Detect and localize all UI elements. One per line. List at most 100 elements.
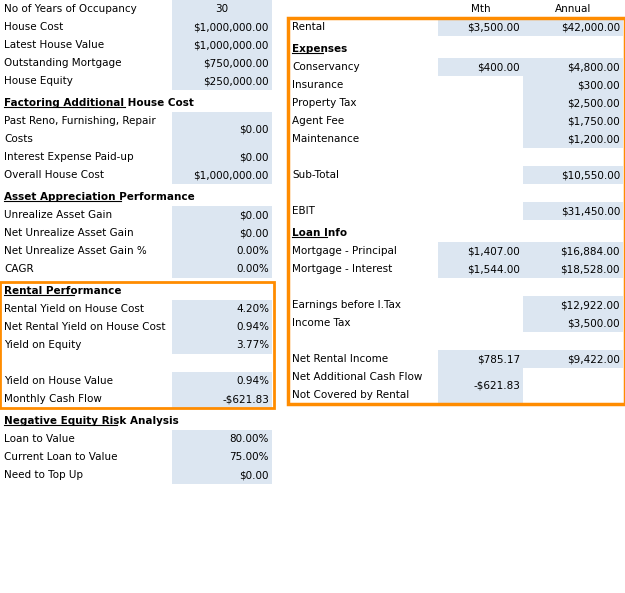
Text: Rental Yield on House Cost: Rental Yield on House Cost: [4, 304, 144, 314]
Text: Agent Fee: Agent Fee: [292, 116, 344, 126]
FancyBboxPatch shape: [172, 336, 272, 354]
Text: Net Unrealize Asset Gain %: Net Unrealize Asset Gain %: [4, 246, 147, 256]
Text: $1,000,000.00: $1,000,000.00: [194, 170, 269, 180]
FancyBboxPatch shape: [438, 242, 523, 260]
Text: $0.00: $0.00: [239, 210, 269, 220]
FancyBboxPatch shape: [523, 296, 623, 314]
FancyBboxPatch shape: [172, 166, 272, 184]
Text: $0.00: $0.00: [239, 470, 269, 480]
Text: Unrealize Asset Gain: Unrealize Asset Gain: [4, 210, 112, 220]
Text: Factoring Additional House Cost: Factoring Additional House Cost: [4, 98, 194, 108]
FancyBboxPatch shape: [172, 372, 272, 390]
Text: $1,000,000.00: $1,000,000.00: [194, 40, 269, 50]
Text: $1,407.00: $1,407.00: [468, 246, 520, 256]
Text: $16,884.00: $16,884.00: [561, 246, 620, 256]
FancyBboxPatch shape: [172, 448, 272, 466]
FancyBboxPatch shape: [438, 350, 523, 368]
Text: Loan to Value: Loan to Value: [4, 434, 75, 444]
FancyBboxPatch shape: [172, 72, 272, 90]
Text: Yield on House Value: Yield on House Value: [4, 376, 113, 386]
FancyBboxPatch shape: [523, 18, 623, 36]
Text: Net Additional Cash Flow: Net Additional Cash Flow: [292, 372, 422, 382]
FancyBboxPatch shape: [172, 54, 272, 72]
Text: Current Loan to Value: Current Loan to Value: [4, 452, 118, 462]
Text: 3.77%: 3.77%: [236, 340, 269, 350]
Text: $3,500.00: $3,500.00: [468, 22, 520, 32]
Text: $0.00: $0.00: [239, 152, 269, 162]
Text: $2,500.00: $2,500.00: [568, 98, 620, 108]
FancyBboxPatch shape: [172, 18, 272, 36]
Text: -$621.83: -$621.83: [222, 394, 269, 404]
Text: 0.00%: 0.00%: [236, 246, 269, 256]
Text: House Equity: House Equity: [4, 76, 73, 86]
Text: CAGR: CAGR: [4, 264, 34, 274]
Text: Net Rental Income: Net Rental Income: [292, 354, 388, 364]
FancyBboxPatch shape: [172, 0, 272, 18]
Text: $9,422.00: $9,422.00: [567, 354, 620, 364]
Text: 4.20%: 4.20%: [236, 304, 269, 314]
FancyBboxPatch shape: [172, 242, 272, 260]
FancyBboxPatch shape: [523, 350, 623, 368]
Text: Need to Top Up: Need to Top Up: [4, 470, 83, 480]
Text: Income Tax: Income Tax: [292, 318, 351, 328]
Text: $31,450.00: $31,450.00: [561, 206, 620, 216]
Text: -$621.83: -$621.83: [473, 381, 520, 391]
Text: House Cost: House Cost: [4, 22, 63, 32]
Text: Past Reno, Furnishing, Repair: Past Reno, Furnishing, Repair: [4, 116, 156, 126]
Text: 30: 30: [216, 4, 229, 14]
Text: $1,000,000.00: $1,000,000.00: [194, 22, 269, 32]
Text: Asset Appreciation Performance: Asset Appreciation Performance: [4, 192, 195, 202]
Text: Mortgage - Principal: Mortgage - Principal: [292, 246, 397, 256]
Text: $250,000.00: $250,000.00: [203, 76, 269, 86]
Text: 0.00%: 0.00%: [236, 264, 269, 274]
FancyBboxPatch shape: [438, 368, 523, 404]
Text: Annual: Annual: [555, 4, 591, 14]
Text: Property Tax: Property Tax: [292, 98, 356, 108]
Text: Maintenance: Maintenance: [292, 134, 359, 144]
Text: 75.00%: 75.00%: [229, 452, 269, 462]
FancyBboxPatch shape: [523, 260, 623, 278]
FancyBboxPatch shape: [523, 314, 623, 332]
Text: Overall House Cost: Overall House Cost: [4, 170, 104, 180]
Text: $750,000.00: $750,000.00: [203, 58, 269, 68]
Text: $3,500.00: $3,500.00: [568, 318, 620, 328]
FancyBboxPatch shape: [172, 430, 272, 448]
Text: Mortgage - Interest: Mortgage - Interest: [292, 264, 392, 274]
Text: $42,000.00: $42,000.00: [561, 22, 620, 32]
FancyBboxPatch shape: [523, 112, 623, 130]
FancyBboxPatch shape: [438, 260, 523, 278]
Text: Conservancy: Conservancy: [292, 62, 359, 72]
Text: Costs: Costs: [4, 134, 33, 144]
Text: $0.00: $0.00: [239, 125, 269, 135]
Text: 80.00%: 80.00%: [229, 434, 269, 444]
Text: Net Unrealize Asset Gain: Net Unrealize Asset Gain: [4, 228, 134, 238]
Text: EBIT: EBIT: [292, 206, 315, 216]
FancyBboxPatch shape: [523, 94, 623, 112]
FancyBboxPatch shape: [438, 58, 523, 76]
Text: Net Rental Yield on House Cost: Net Rental Yield on House Cost: [4, 322, 166, 332]
FancyBboxPatch shape: [172, 300, 272, 318]
Text: Insurance: Insurance: [292, 80, 343, 90]
Text: Sub-Total: Sub-Total: [292, 170, 339, 180]
Text: $785.17: $785.17: [477, 354, 520, 364]
FancyBboxPatch shape: [523, 130, 623, 148]
FancyBboxPatch shape: [172, 148, 272, 166]
FancyBboxPatch shape: [438, 18, 523, 36]
Text: Rental: Rental: [292, 22, 325, 32]
Text: $1,750.00: $1,750.00: [568, 116, 620, 126]
Text: Yield on Equity: Yield on Equity: [4, 340, 81, 350]
Text: $1,200.00: $1,200.00: [568, 134, 620, 144]
FancyBboxPatch shape: [172, 112, 272, 148]
Text: $18,528.00: $18,528.00: [561, 264, 620, 274]
FancyBboxPatch shape: [523, 76, 623, 94]
Text: Interest Expense Paid-up: Interest Expense Paid-up: [4, 152, 134, 162]
Text: $4,800.00: $4,800.00: [568, 62, 620, 72]
FancyBboxPatch shape: [523, 58, 623, 76]
Text: Outstanding Mortgage: Outstanding Mortgage: [4, 58, 121, 68]
Text: No of Years of Occupancy: No of Years of Occupancy: [4, 4, 137, 14]
Text: $10,550.00: $10,550.00: [561, 170, 620, 180]
Text: Rental Performance: Rental Performance: [4, 286, 121, 296]
Text: Monthly Cash Flow: Monthly Cash Flow: [4, 394, 102, 404]
Text: Expenses: Expenses: [292, 44, 348, 54]
FancyBboxPatch shape: [172, 36, 272, 54]
